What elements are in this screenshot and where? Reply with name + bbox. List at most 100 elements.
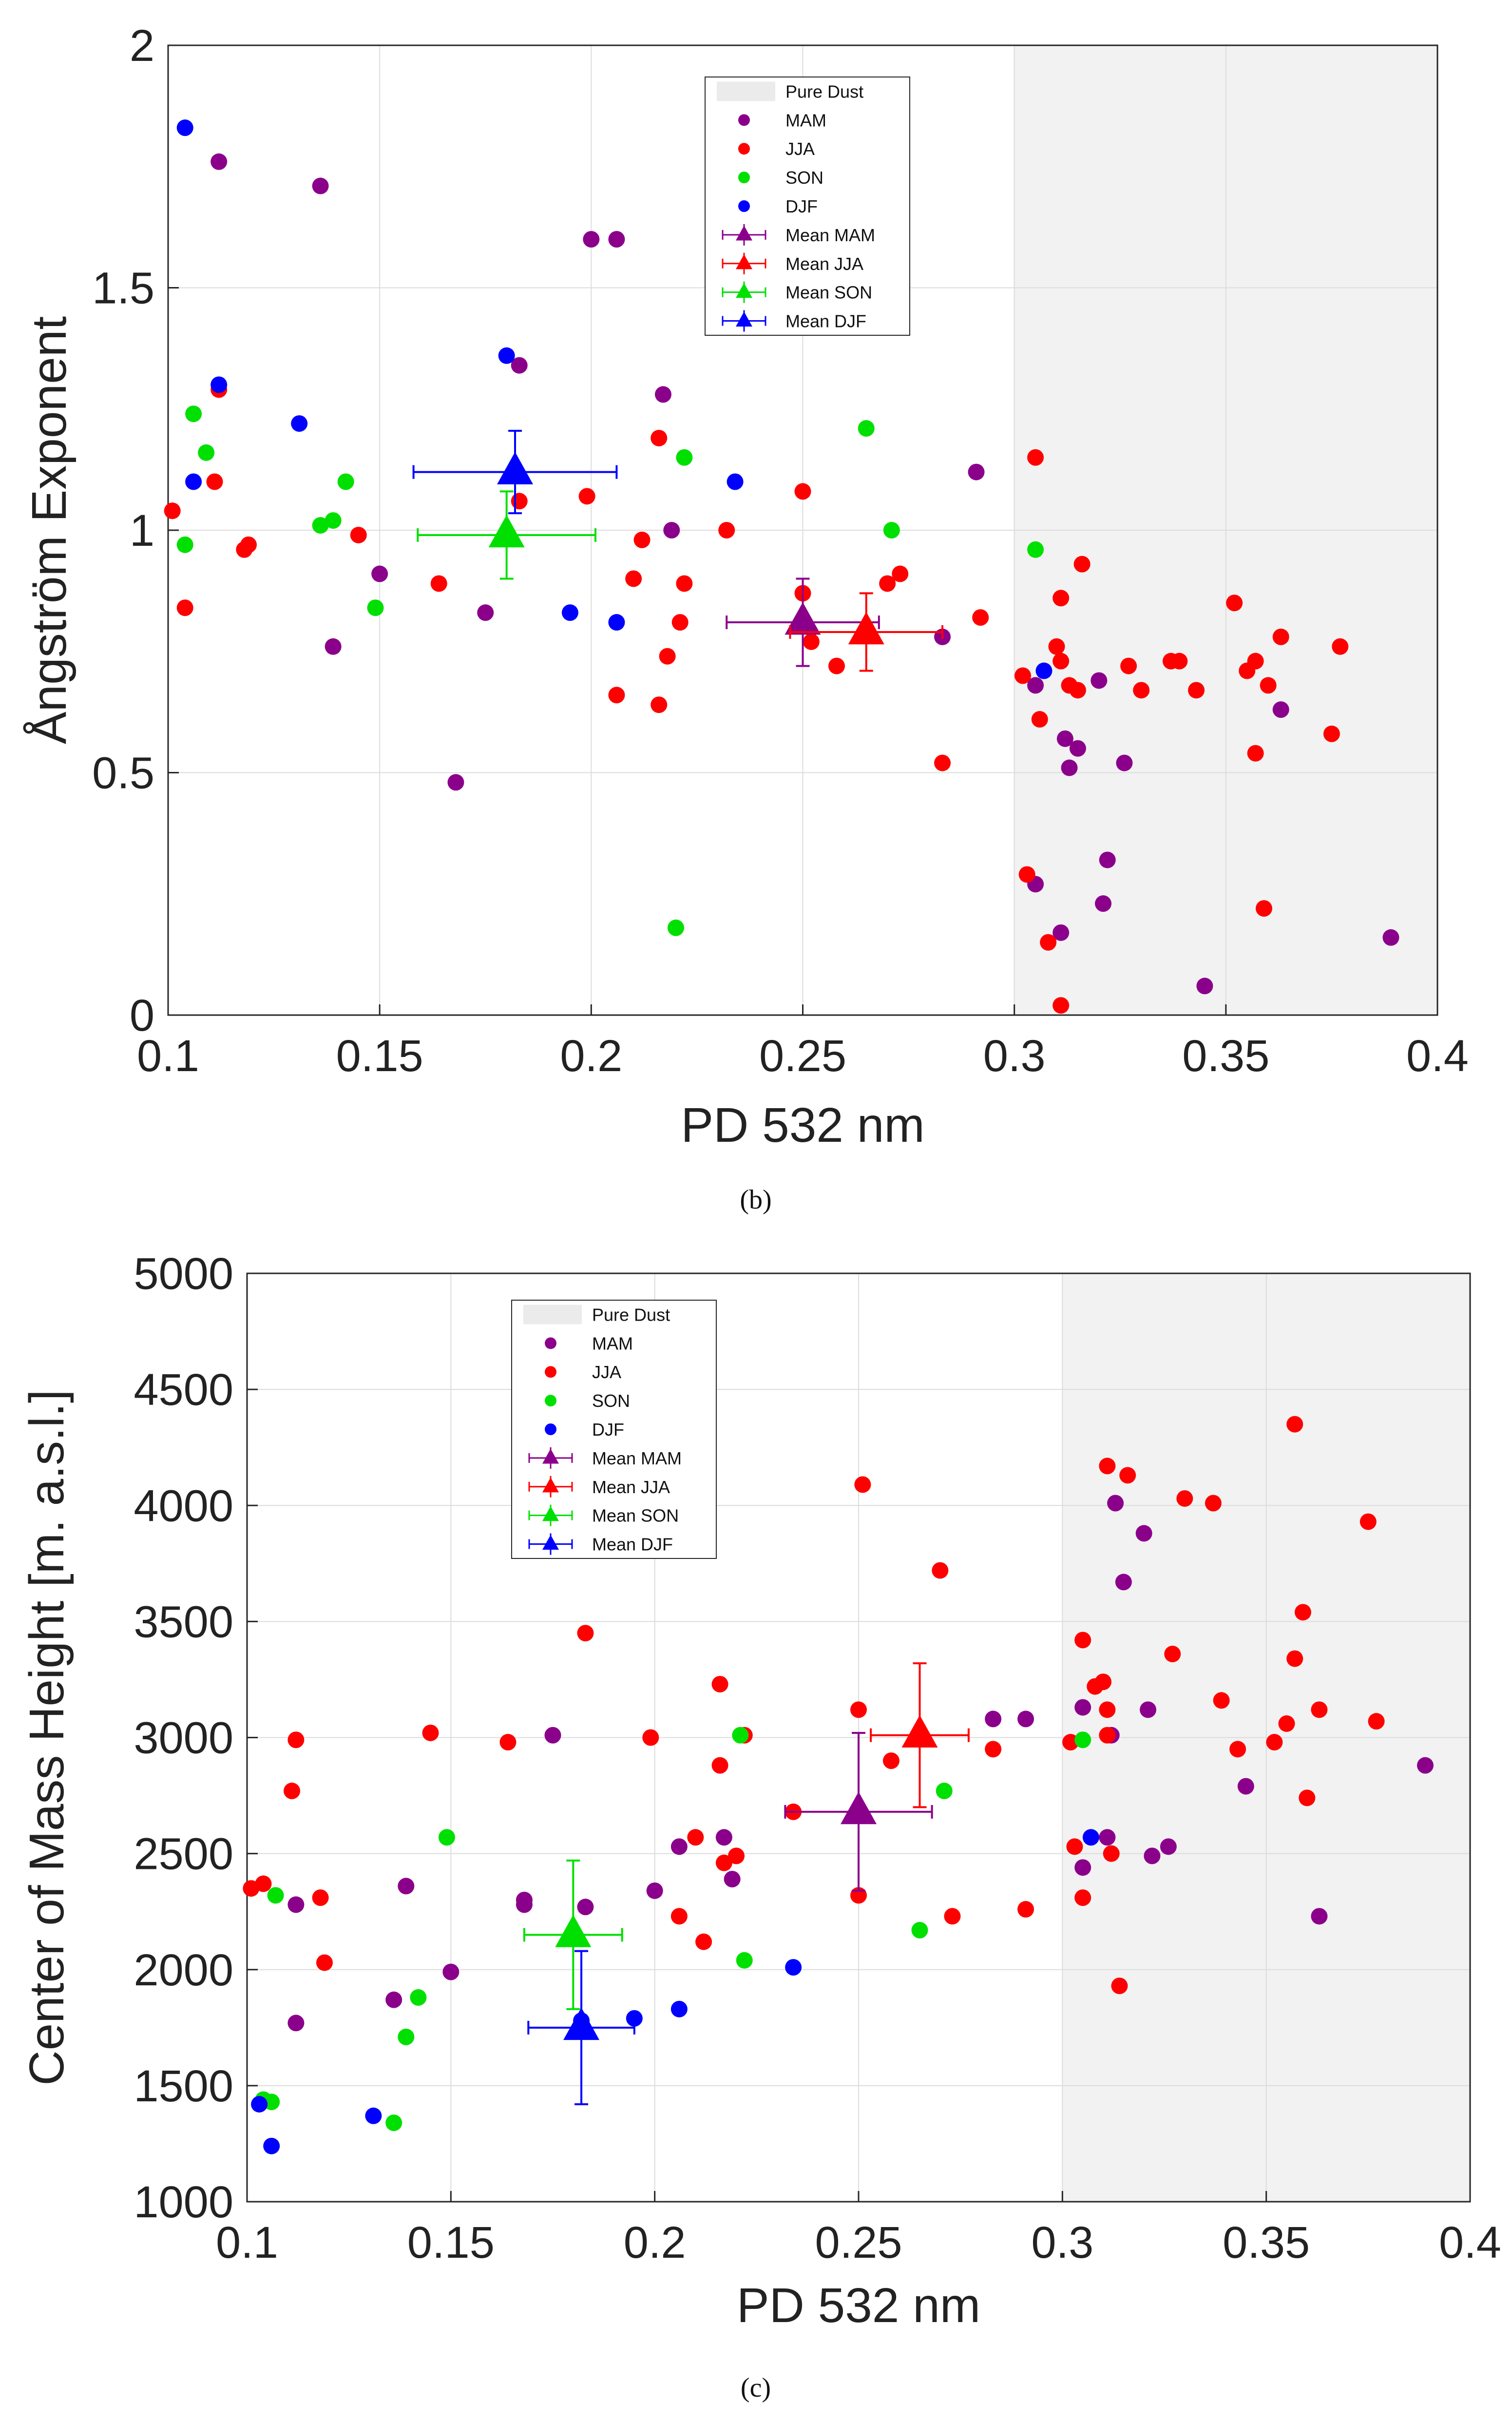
b-legend-dot-icon (738, 114, 750, 126)
c-point-djf (1082, 1829, 1099, 1846)
b-point-mam (1272, 701, 1289, 718)
b-point-jja (1018, 866, 1035, 883)
b-legend-dot-icon (738, 143, 750, 155)
c-point-mam (1237, 1778, 1254, 1795)
b-point-djf (291, 415, 308, 432)
b-point-mam (447, 774, 464, 791)
b-x-tick-label: 0.3 (983, 1031, 1046, 1081)
b-y-tick-label: 0.5 (92, 749, 154, 798)
b-point-mam (1382, 929, 1399, 946)
b-legend-dot-icon (738, 172, 750, 184)
c-legend-item: MAM (545, 1333, 633, 1353)
panel-c-tick-labels: 0.1 0.15 0.2 0.25 0.3 0.35 0.4 1000 1500 2000 2500… (134, 1249, 1501, 2267)
b-mean-mam (726, 577, 880, 667)
panel-c-y-axis-label: Center of Mass Height [m. a.s.l.] (19, 1389, 74, 2085)
c-point-son (385, 2114, 402, 2132)
b-legend-item: SON (738, 168, 823, 188)
c-legend-label: Pure Dust (592, 1305, 670, 1325)
b-point-son (312, 517, 329, 534)
c-legend-label: Mean MAM (592, 1448, 682, 1468)
c-point-jja (1119, 1467, 1136, 1484)
b-point-jja (879, 575, 896, 592)
b-point-mam (1116, 754, 1133, 771)
b-point-jja (1255, 900, 1272, 917)
c-point-mam (985, 1710, 1002, 1728)
c-point-son (410, 1989, 427, 2006)
c-legend-swatch-pure-dust (523, 1305, 582, 1325)
b-legend-item: DJF (738, 196, 818, 216)
c-point-jja (642, 1729, 659, 1746)
c-point-mam (1074, 1859, 1091, 1876)
c-legend-label: DJF (592, 1420, 624, 1440)
b-legend-item: Mean DJF (722, 310, 866, 332)
b-x-tick-label: 0.25 (759, 1031, 846, 1081)
b-point-jja (1272, 628, 1289, 645)
c-legend-item: DJF (545, 1420, 624, 1440)
b-point-jja (1014, 667, 1032, 684)
panel-b-data-points (164, 119, 1399, 1014)
c-point-jja (255, 1875, 272, 1892)
c-point-mam (1115, 1574, 1132, 1591)
b-point-djf (1035, 662, 1053, 679)
c-mean-son-triangle (555, 1915, 592, 1947)
panel-c-x-axis-label: PD 532 nm (737, 2278, 980, 2333)
c-point-djf (785, 1959, 802, 1976)
c-point-mam (287, 2015, 305, 2032)
b-point-jja (1053, 590, 1070, 607)
c-point-jja (1286, 1416, 1303, 1433)
b-point-jja (633, 531, 651, 548)
c-legend-item: Mean MAM (528, 1447, 682, 1469)
b-legend-triangle-icon (736, 225, 752, 241)
c-point-jja (316, 1954, 333, 1971)
c-point-jja (577, 1625, 594, 1642)
b-point-djf (498, 347, 515, 364)
c-legend-label: MAM (592, 1333, 633, 1353)
b-point-mam (1061, 759, 1078, 776)
b-point-jja (828, 657, 845, 674)
b-point-jja (1332, 638, 1349, 655)
b-point-jja (1120, 657, 1137, 674)
b-legend-triangle-icon (736, 311, 752, 327)
c-legend-label: Mean JJA (592, 1477, 670, 1497)
b-point-jja (1323, 725, 1340, 742)
b-point-son (198, 444, 215, 461)
c-point-jja (1299, 1789, 1316, 1806)
c-mean-jja (870, 1662, 970, 1808)
c-point-jja (499, 1734, 517, 1751)
c-point-djf (251, 2095, 268, 2113)
b-point-jja (1247, 653, 1264, 670)
b-legend-label: MAM (785, 110, 826, 130)
b-point-mam (1095, 895, 1112, 912)
c-point-jja (1099, 1458, 1116, 1475)
b-point-jja (1247, 745, 1264, 762)
b-point-mam (1056, 730, 1073, 747)
b-legend-label: Mean JJA (785, 254, 863, 274)
b-point-jja (1040, 934, 1057, 951)
c-y-tick-label: 2000 (134, 1945, 233, 1995)
b-point-mam (1069, 740, 1086, 757)
b-point-mam (1091, 672, 1108, 689)
b-point-son (337, 473, 354, 490)
c-point-mam (1099, 1829, 1116, 1846)
c-x-tick-label: 0.2 (624, 2218, 686, 2267)
b-mean-jja (789, 592, 944, 672)
c-legend-label: Mean DJF (592, 1535, 673, 1555)
b-point-jja (718, 522, 735, 538)
c-point-jja (1017, 1901, 1034, 1918)
c-x-tick-label: 0.4 (1439, 2218, 1501, 2267)
b-point-jja (176, 599, 193, 616)
c-point-jja (1359, 1513, 1377, 1530)
c-y-tick-label: 4500 (134, 1365, 233, 1415)
c-point-jja (854, 1476, 871, 1493)
b-point-mam (511, 357, 528, 374)
panel-b-x-axis-label: PD 532 nm (681, 1098, 924, 1153)
b-point-djf (727, 473, 744, 490)
c-point-mam (1160, 1838, 1177, 1855)
b-legend-triangle-icon (736, 283, 752, 298)
c-point-mam (287, 1896, 305, 1913)
b-legend-label: Mean SON (785, 283, 872, 303)
b-point-son (325, 512, 342, 529)
b-point-jja (625, 570, 642, 587)
b-point-jja (511, 493, 528, 510)
b-point-djf (561, 604, 578, 621)
